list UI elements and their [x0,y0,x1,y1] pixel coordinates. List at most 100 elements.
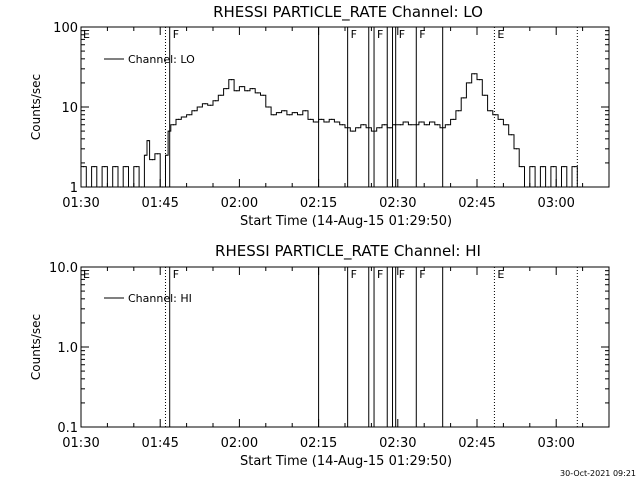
lo-data-point [289,114,291,116]
lo-data-point [447,124,449,126]
lo-x-tick-label: 02:00 [221,196,258,211]
lo-data-point [415,124,417,126]
panel-hi-legend-label: Channel: HI [128,292,192,305]
lo-data-point [310,118,312,120]
panel-hi-title: RHESSI PARTICLE_RATE Channel: HI [215,242,481,261]
panel-hi-x-label: Start Time (14-Aug-15 01:29:50) [240,454,452,469]
lo-data-point [547,186,549,188]
lo-data-point [505,124,507,126]
panel-lo-title: RHESSI PARTICLE_RATE Channel: LO [213,3,483,22]
panel-lo-x-label: Start Time (14-Aug-15 01:29:50) [240,214,452,229]
lo-data-point [88,186,90,188]
lo-data-point [368,127,370,129]
lo-event-marker-label: F [419,28,425,41]
footer-timestamp: 30-Oct-2021 09:21 [560,469,636,478]
hi-x-tick-label: 01:45 [141,436,178,451]
lo-data-point [98,186,101,188]
hi-event-marker-label: F [173,268,179,281]
lo-data-point [421,121,423,123]
hi-event-marker-label: F [377,268,383,281]
lo-data-point [558,186,560,188]
lo-y-tick-label: 1 [70,181,78,196]
lo-data-point [579,186,581,188]
panel-hi-y-axis: 0.1 1.0 10.0 [49,261,609,436]
lo-data-point [273,114,275,116]
hi-x-tick-label: 02:30 [379,436,416,451]
lo-data-point [574,166,576,168]
lo-y-tick-label: 100 [53,21,78,36]
lo-data-point [168,130,170,132]
lo-data-point [204,103,206,105]
lo-data-point [436,124,438,126]
lo-data-point [267,106,269,108]
lo-event-marker-label: F [351,28,357,41]
lo-data-point [473,73,475,75]
lo-data-point [109,186,111,188]
hi-x-tick-label: 02:45 [458,436,495,451]
lo-data-point [320,118,322,120]
hi-x-tick-label: 02:00 [221,436,258,451]
hi-y-tick-label: 0.1 [57,421,78,436]
lo-data-point [246,90,248,92]
lo-data-point [516,148,518,150]
lo-data-point [336,121,338,123]
lo-data-point [442,127,444,129]
lo-data-point [479,79,481,81]
panel-lo-legend-label: Channel: LO [128,53,195,66]
lo-x-tick-label: 02:45 [458,196,495,211]
lo-data-point [157,153,159,155]
lo-data-point [236,90,238,92]
lo-data-point [278,112,280,114]
lo-data-point [531,166,534,168]
hi-x-tick-label: 03:00 [537,436,574,451]
lo-data-point [542,166,544,168]
lo-x-tick-label: 01:30 [62,196,99,211]
lo-data-point [537,186,539,188]
panel-hi-x-axis: 01:30 01:45 02:00 02:15 02:30 02:45 03:00 [62,267,610,451]
lo-data-point [494,114,497,116]
lo-data-point [220,94,222,96]
lo-data-point [405,121,407,123]
lo-data-point [125,166,127,168]
lo-data-point [500,118,502,120]
lo-data-point [241,86,243,88]
lo-data-point [568,186,571,188]
panel-lo-x-axis: 01:30 01:45 02:00 02:15 02:30 02:45 03:00 [62,27,610,211]
hi-event-marker-label: E [497,268,504,281]
lo-data-point [141,186,143,188]
lo-data-point [431,121,433,123]
lo-data-point [225,88,227,90]
lo-data-point [299,114,301,116]
lo-data-point [294,112,296,114]
lo-x-tick-label: 03:00 [537,196,574,211]
lo-data-point [215,100,217,102]
lo-data-point [362,124,365,126]
panel-lo-y-label: Counts/sec [29,74,43,140]
lo-data-point [452,118,454,120]
lo-data-point [394,124,396,126]
panel-hi-legend: Channel: HI [104,292,192,305]
panel-lo-edge-label: E [83,28,90,41]
lo-data-point [304,110,306,112]
lo-data-point [104,166,106,168]
lo-data-point [378,127,380,129]
lo-data-point [373,130,375,132]
lo-data-point [389,127,391,129]
hi-y-tick-label: 1.0 [57,341,78,356]
lo-data-point [426,124,428,126]
panel-lo-series-points [83,73,581,188]
lo-data-point [283,110,285,112]
hi-event-marker-label: F [399,268,405,281]
hi-event-marker-label: F [351,268,357,281]
lo-data-point [410,124,412,126]
panel-lo-legend: Channel: LO [104,53,195,66]
lo-data-point [183,116,185,118]
lo-data-point [178,118,180,120]
lo-data-point [563,166,565,168]
lo-data-point [120,186,122,188]
lo-data-point [484,94,486,96]
lo-data-point [526,186,528,188]
lo-y-tick-label: 10 [61,101,78,116]
panel-lo-y-axis: 1 10 100 [53,21,609,196]
